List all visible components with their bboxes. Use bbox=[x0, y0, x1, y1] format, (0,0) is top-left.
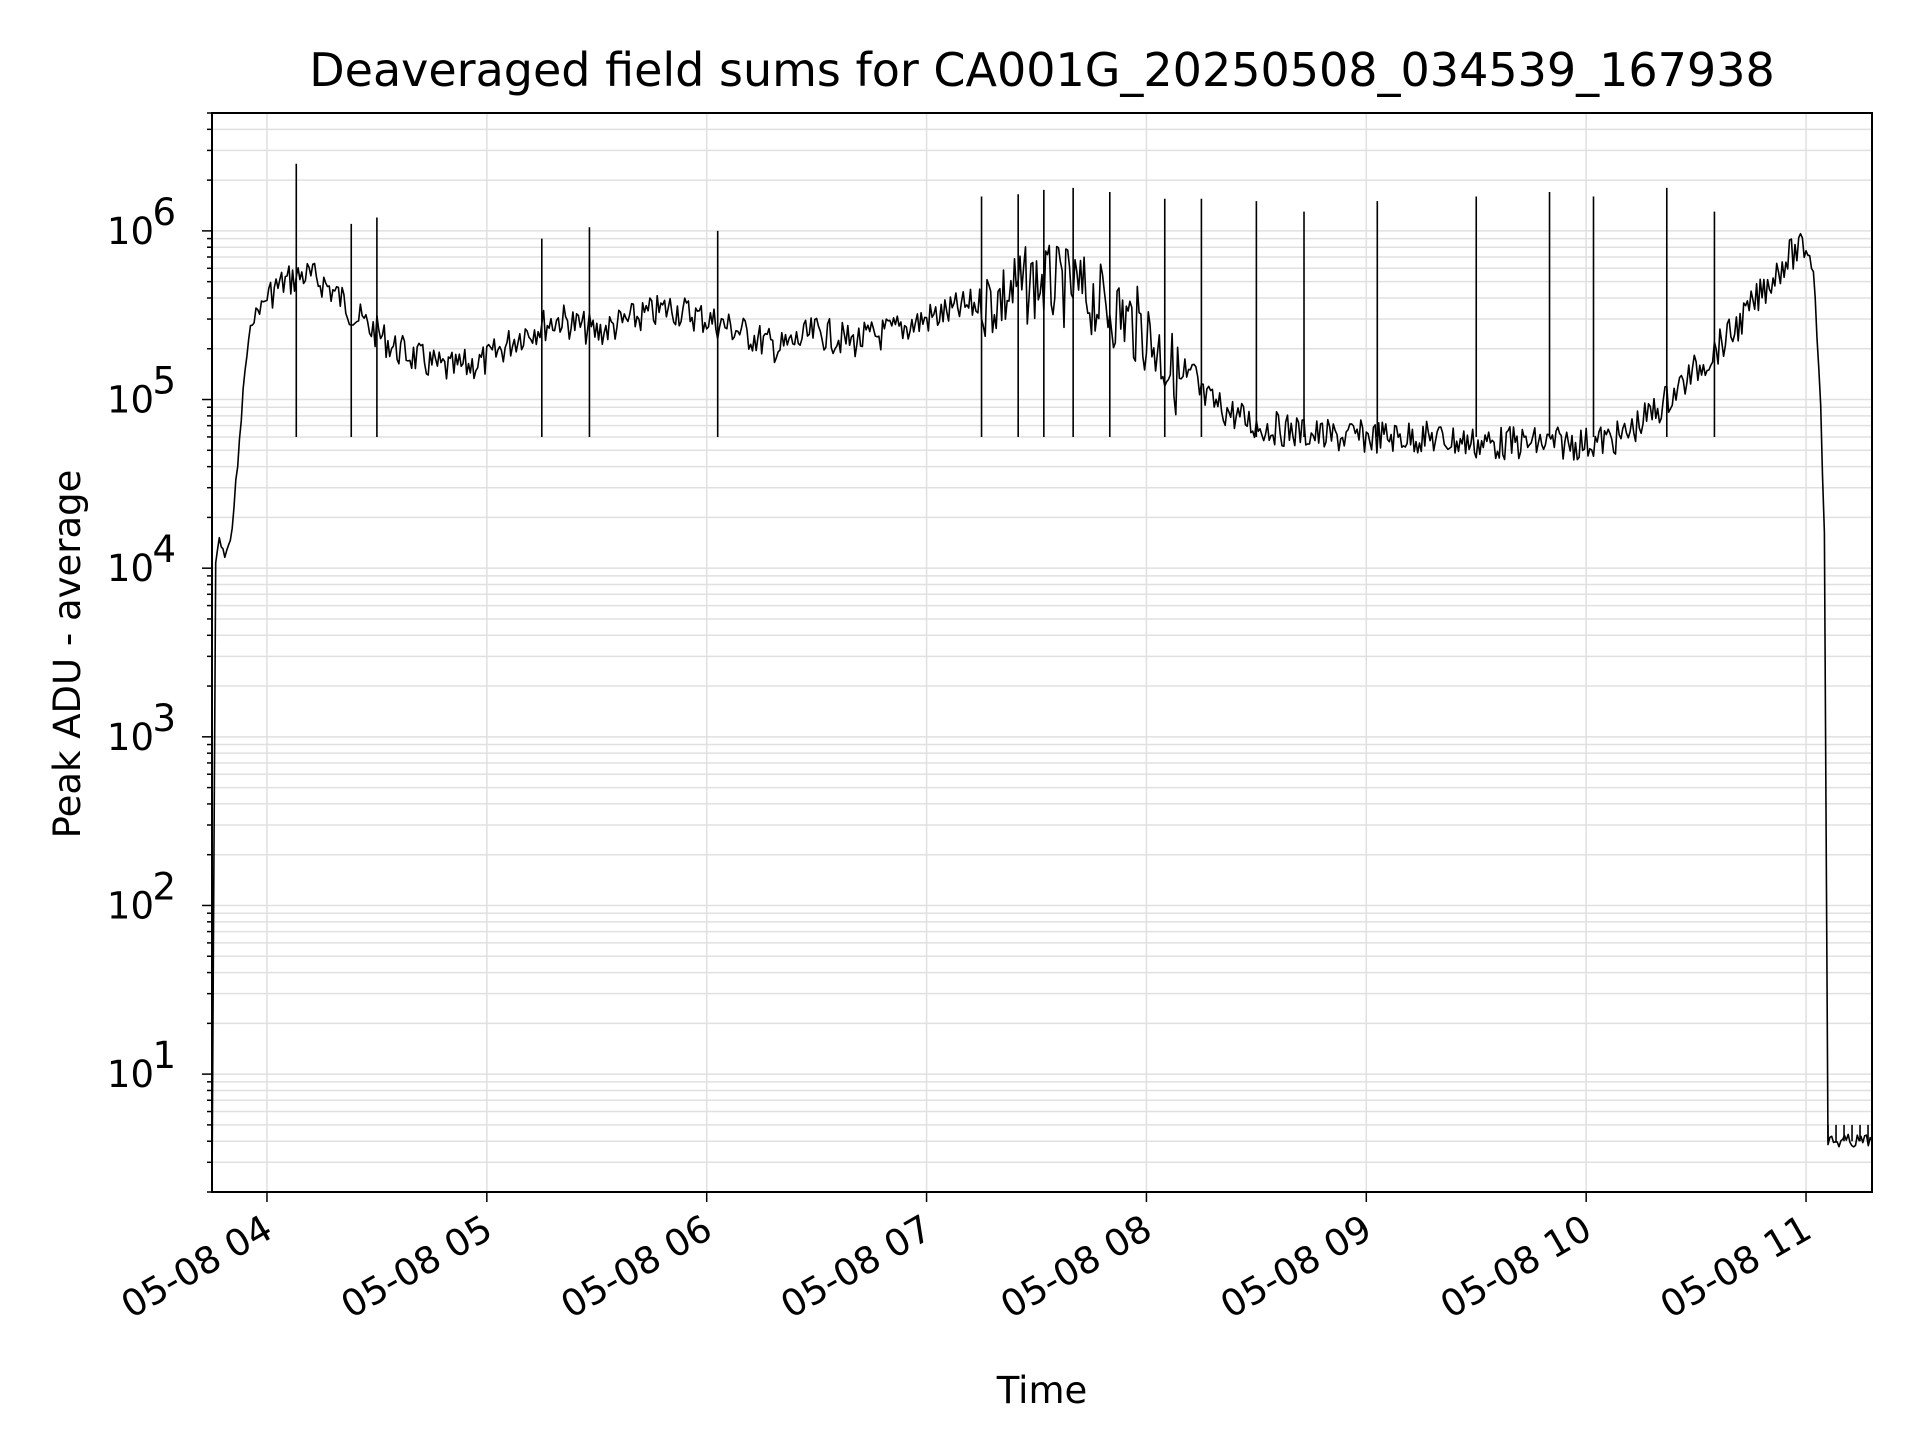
y-tick-label: 10 bbox=[107, 716, 154, 759]
y-tick-exponent: 1 bbox=[152, 1034, 176, 1077]
x-tick-label: 05-08 09 bbox=[1213, 1207, 1379, 1327]
y-tick-exponent: 2 bbox=[152, 865, 176, 908]
chart-title: Deaveraged field sums for CA001G_2025050… bbox=[309, 43, 1775, 97]
plot-frame bbox=[211, 112, 1873, 1193]
x-tick-label: 05-08 07 bbox=[773, 1207, 939, 1327]
series-line bbox=[211, 232, 1873, 1192]
y-tick-label: 10 bbox=[107, 884, 154, 927]
x-tick-label: 05-08 04 bbox=[114, 1207, 280, 1327]
x-tick-label: 05-08 08 bbox=[993, 1207, 1159, 1327]
y-tick-label: 10 bbox=[107, 379, 154, 422]
x-axis-label: Time bbox=[996, 1369, 1088, 1412]
x-tick-label: 05-08 10 bbox=[1433, 1207, 1599, 1327]
x-tick-label: 05-08 06 bbox=[554, 1207, 720, 1327]
x-axis: 05-08 04 05-08 05 05-08 06 05-08 07 05-08 08… bbox=[114, 1192, 1819, 1327]
y-tick-exponent: 5 bbox=[152, 360, 176, 403]
y-tick-exponent: 4 bbox=[152, 528, 176, 571]
y-tick-label: 10 bbox=[107, 547, 154, 590]
series-layer bbox=[211, 163, 1873, 1192]
y-tick-exponent: 6 bbox=[152, 191, 176, 234]
y-tick-label: 10 bbox=[107, 1053, 154, 1096]
y-tick-exponent: 3 bbox=[152, 697, 176, 740]
y-axis-label: Peak ADU - average bbox=[46, 470, 89, 839]
x-tick-label: 05-08 11 bbox=[1653, 1207, 1819, 1327]
grid-lines bbox=[212, 112, 1872, 1193]
x-tick-label: 05-08 05 bbox=[334, 1207, 500, 1327]
y-tick-label: 10 bbox=[107, 210, 154, 253]
